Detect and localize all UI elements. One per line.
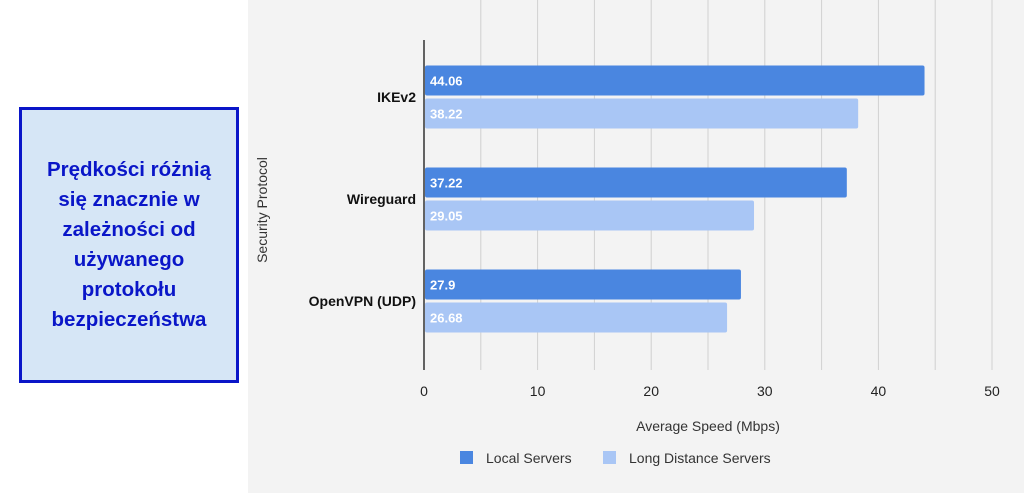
category-label: Wireguard (347, 191, 416, 207)
bar (425, 200, 755, 231)
bar-data-label: 44.06 (430, 74, 463, 89)
x-tick-label: 0 (420, 383, 428, 399)
bar-data-label: 26.68 (430, 311, 463, 326)
legend-label: Local Servers (486, 450, 572, 466)
legend-swatch (460, 451, 473, 464)
bar (425, 65, 925, 96)
legend: Local Servers Long Distance Servers (460, 450, 771, 466)
callout-text: Prędkości różnią się znacznie w zależnoś… (46, 158, 212, 331)
legend-label: Long Distance Servers (629, 450, 771, 466)
x-tick-label: 40 (871, 383, 887, 399)
category-label: OpenVPN (UDP) (309, 293, 416, 309)
x-tick-label: 20 (643, 383, 659, 399)
bars (425, 65, 925, 333)
x-tick-label: 10 (530, 383, 546, 399)
bar-data-label: 37.22 (430, 176, 463, 191)
bar-data-label: 27.9 (430, 278, 455, 293)
x-tick-label: 30 (757, 383, 773, 399)
callout-box: Prędkości różnią się znacznie w zależnoś… (19, 107, 239, 383)
bar (425, 302, 728, 333)
bar (425, 269, 741, 300)
bar-data-label: 29.05 (430, 209, 463, 224)
bar-data-label: 38.22 (430, 107, 463, 122)
category-label: IKEv2 (377, 89, 416, 105)
legend-swatch (603, 451, 616, 464)
x-axis-title: Average Speed (Mbps) (636, 418, 780, 434)
bar (425, 98, 859, 129)
x-tick-label: 50 (984, 383, 1000, 399)
labels: 0 10 20 30 40 50 IKEv2 44.06 38.22 Wireguard 37.22… (309, 74, 1000, 400)
y-axis-title: Security Protocol (254, 157, 270, 263)
bar (425, 167, 847, 198)
